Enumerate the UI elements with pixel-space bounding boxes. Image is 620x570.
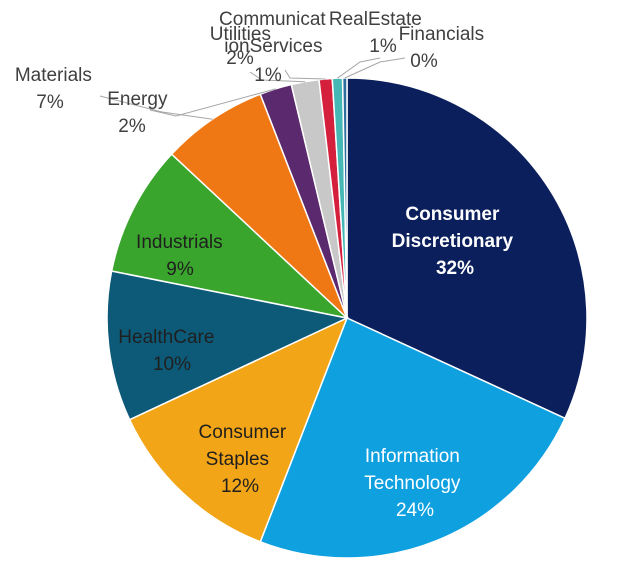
pie-slice-3 [106,270,350,421]
label-utilities: Utilities 2% [210,24,277,69]
leader-line-6 [149,88,276,117]
pie-slice-4 [110,153,350,320]
pie-slice-2 [128,316,349,543]
label-communication-services: Communicat ionServices 1% [219,9,331,86]
pie-slices [106,77,588,559]
leader-line-9 [337,57,381,79]
label-energy: Energy 2% [107,89,172,137]
pie-slice-0 [346,77,588,420]
label-real-estate: RealEstate 1% [329,9,427,57]
leader-line-10 [344,57,406,79]
leader-line-7 [249,71,306,83]
label-consumer-discretionary: Consumer Discretionary 32% [392,204,519,279]
leader-line-8 [284,69,326,80]
label-materials: Materials 7% [15,65,97,113]
pie-slice-10 [341,77,348,319]
leader-line-5 [99,95,213,120]
pie-slice-1 [259,316,567,559]
label-information-technology: Information Technology 24% [364,446,465,521]
label-financials: Financials 0% [399,24,490,72]
label-consumer-staples: Consumer Staples 12% [199,422,292,497]
label-health-care: HealthCare 10% [118,327,219,375]
pie-slice-5 [170,93,348,319]
label-industrials: Industrials 9% [136,232,228,280]
leader-lines [99,57,406,120]
